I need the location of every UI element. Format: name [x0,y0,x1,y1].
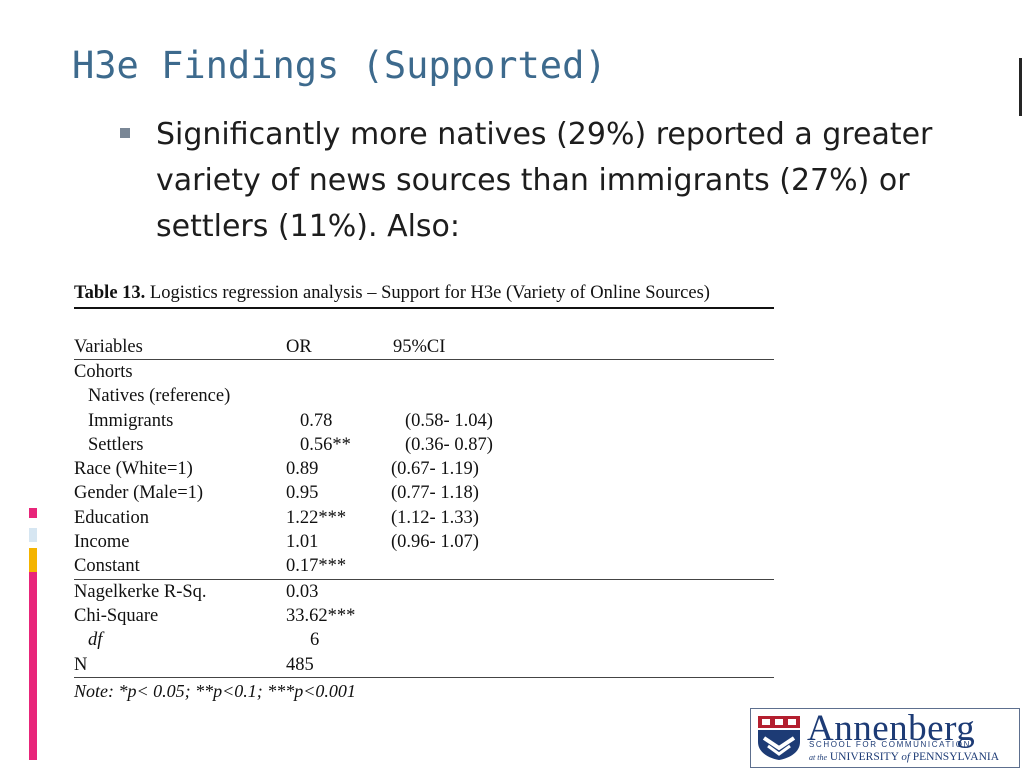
table-top-rule [74,307,774,309]
row-or: 0.89 [286,459,319,480]
table-row: Education 1.22*** (1.12- 1.33) [74,506,774,530]
row-ci: (1.12- 1.33) [391,507,479,528]
logo-of: of [901,751,910,763]
table-row: Natives (reference) [74,385,774,409]
row-or: 33.62*** [286,605,356,626]
row-ci: (0.36- 0.87) [405,434,493,455]
left-accent-bars [29,508,37,760]
row-variable: Natives (reference) [88,386,231,407]
title-decoration [1019,58,1024,116]
logo-penn: PENNSYLVANIA [912,751,1000,763]
table-row: N 485 [74,653,774,677]
logo-university: at the UNIVERSITY of PENNSYLVANIA [809,751,999,763]
header-variables: Variables [74,336,143,357]
table-row: Income 1.01 (0.96- 1.07) [74,530,774,554]
row-or: 485 [286,654,314,675]
table-row: Race (White=1) 0.89 (0.67- 1.19) [74,457,774,481]
row-variable: Cohorts [74,361,133,382]
logo-univ-word: UNIVERSITY [829,751,899,763]
table-caption: Table 13. Logistics regression analysis … [74,280,774,307]
row-ci: (0.58- 1.04) [405,410,493,431]
row-or: 0.17*** [286,556,347,577]
row-variable: Immigrants [88,410,174,431]
table-row: Chi-Square 33.62*** [74,604,774,628]
table-row: Cohorts [74,360,774,384]
square-bullet-icon [120,128,130,138]
row-variable: Gender (Male=1) [74,483,204,504]
table-row: Gender (Male=1) 0.95 (0.77- 1.18) [74,482,774,506]
table-row: Nagelkerke R-Sq. 0.03 [74,580,774,604]
row-variable: df [88,630,103,651]
table-row: Constant 0.17*** [74,555,774,579]
table-body: Cohorts Natives (reference) Immigrants 0.78… [74,360,774,579]
annenberg-logo: Annenberg SCHOOL FOR COMMUNICATION at th… [750,708,1020,768]
note-rule [74,677,774,679]
row-variable: Nagelkerke R-Sq. [74,581,207,602]
logo-school: SCHOOL FOR COMMUNICATION [809,740,971,749]
row-ci: (0.77- 1.18) [391,483,479,504]
row-variable: Constant [74,556,140,577]
row-variable: Settlers [88,434,144,455]
header-or: OR [286,336,312,357]
header-rule [74,359,774,361]
header-ci: 95%CI [393,336,446,357]
row-variable: N [74,654,88,675]
slide-title: H3e Findings (Supported) [72,44,607,87]
table-row: df 6 [74,629,774,653]
row-variable: Chi-Square [74,605,159,626]
row-variable: Income [74,532,130,553]
bullet-text: Significantly more natives (29%) reporte… [156,117,933,244]
row-ci: (0.67- 1.19) [391,459,479,480]
row-or: 0.78 [300,410,333,431]
logo-name: Annenberg [807,708,976,749]
table-caption-label: Table 13. [74,283,146,303]
stats-body: Nagelkerke R-Sq. 0.03 Chi-Square 33.62*** df… [74,580,774,677]
row-variable: Race (White=1) [74,459,193,480]
annenberg-crest-icon [758,716,800,760]
row-or: 6 [310,630,320,651]
table-header-row: Variables OR 95%CI [74,335,774,359]
row-ci: (0.96- 1.07) [391,532,479,553]
logo-at-the: at the [809,753,827,762]
row-or: 0.03 [286,581,319,602]
row-or: 0.56** [300,434,351,455]
table-note: Note: *p< 0.05; **p<0.1; ***p<0.001 [74,680,356,701]
stats-rule [74,578,774,580]
row-or: 0.95 [286,483,319,504]
regression-table: Table 13. Logistics regression analysis … [74,280,774,704]
table-row: Immigrants 0.78 (0.58- 1.04) [74,409,774,433]
row-variable: Education [74,507,150,528]
row-or: 1.01 [286,532,319,553]
row-or: 1.22*** [286,507,347,528]
table-caption-text: Logistics regression analysis – Support … [145,283,710,303]
table-row: Settlers 0.56** (0.36- 0.87) [74,433,774,457]
